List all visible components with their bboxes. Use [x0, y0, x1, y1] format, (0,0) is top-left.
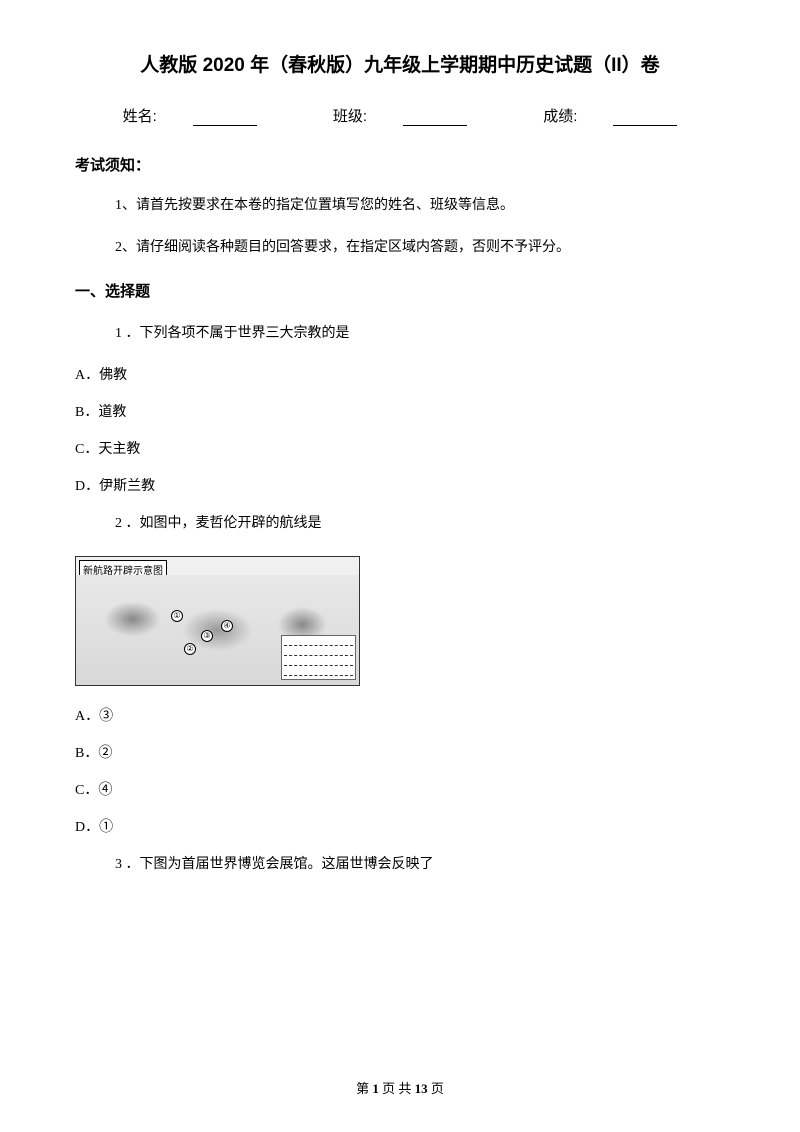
page-footer: 第 1 页 共 13 页	[0, 1078, 800, 1097]
map-marker-3: ③	[201, 630, 213, 642]
q2-option-c: C．④	[75, 780, 725, 801]
name-blank[interactable]	[193, 112, 257, 126]
exam-title: 人教版 2020 年（春秋版）九年级上学期期中历史试题（II）卷	[75, 50, 725, 77]
student-info-row: 姓名: 班级: 成绩:	[75, 105, 725, 126]
class-label: 班级:	[315, 108, 485, 125]
q2-option-a: A．③	[75, 706, 725, 727]
map-marker-1: ①	[171, 610, 183, 622]
q1-option-d: D．伊斯兰教	[75, 476, 725, 497]
instruction-2: 2、请仔细阅读各种题目的回答要求，在指定区域内答题，否则不予评分。	[115, 237, 725, 259]
question-3: 3 ．下图为首届世界博览会展馆。这届世博会反映了	[115, 854, 725, 876]
q2-option-b: B．②	[75, 743, 725, 764]
q2-option-d: D．①	[75, 817, 725, 838]
score-blank[interactable]	[613, 112, 677, 126]
q1-option-c: C．天主教	[75, 439, 725, 460]
q1-option-b: B．道教	[75, 402, 725, 423]
map-image: 新航路开辟示意图 ① ② ③ ④	[75, 556, 360, 686]
section-1-header: 一、选择题	[75, 280, 725, 301]
name-label: 姓名:	[105, 108, 275, 125]
question-1: 1 ．下列各项不属于世界三大宗教的是	[115, 323, 725, 345]
map-legend	[281, 635, 356, 680]
score-label: 成绩:	[525, 108, 695, 125]
q1-option-a: A．佛教	[75, 365, 725, 386]
exam-notice-header: 考试须知：	[75, 154, 725, 175]
class-blank[interactable]	[403, 112, 467, 126]
map-marker-4: ④	[221, 620, 233, 632]
question-2: 2 ．如图中，麦哲伦开辟的航线是	[115, 513, 725, 535]
instruction-1: 1、请首先按要求在本卷的指定位置填写您的姓名、班级等信息。	[115, 195, 725, 217]
map-marker-2: ②	[184, 643, 196, 655]
